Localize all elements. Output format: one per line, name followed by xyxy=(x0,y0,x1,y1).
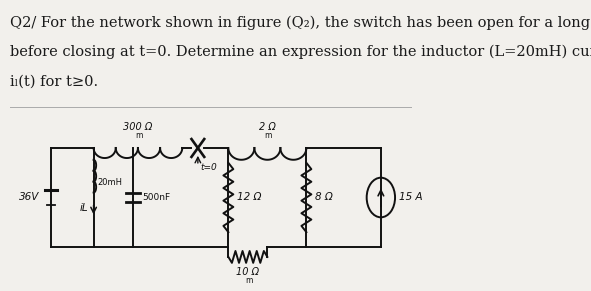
Text: m: m xyxy=(264,131,272,140)
Text: 15 A: 15 A xyxy=(398,193,422,203)
Text: 300 Ω: 300 Ω xyxy=(124,122,152,132)
Text: m: m xyxy=(246,276,253,285)
Text: 2 Ω: 2 Ω xyxy=(259,122,276,132)
Text: t=0: t=0 xyxy=(200,163,217,172)
Text: Q2/ For the network shown in figure (Q₂), the switch has been open for a long ti: Q2/ For the network shown in figure (Q₂)… xyxy=(10,15,591,30)
Text: 8 Ω: 8 Ω xyxy=(315,193,333,203)
Text: 12 Ω: 12 Ω xyxy=(237,193,261,203)
Text: before closing at t=0. Determine an expression for the inductor (L=20mH) current: before closing at t=0. Determine an expr… xyxy=(10,45,591,59)
Text: m: m xyxy=(136,131,143,140)
Text: 20mH: 20mH xyxy=(97,178,122,187)
Text: 500nF: 500nF xyxy=(142,193,170,202)
Text: 36V: 36V xyxy=(20,193,40,203)
Text: iₗ(t) for t≥0.: iₗ(t) for t≥0. xyxy=(10,75,98,89)
Text: 10 Ω: 10 Ω xyxy=(236,267,259,277)
Text: iL: iL xyxy=(79,203,88,213)
